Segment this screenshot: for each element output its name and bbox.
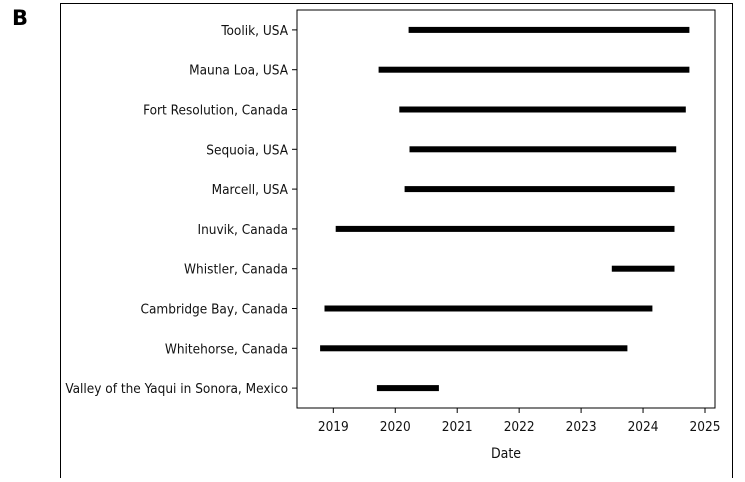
bar-8	[320, 345, 628, 352]
x-tick-label: 2023	[566, 419, 597, 435]
y-tick-label: Marcell, USA	[212, 182, 289, 198]
y-tick-label: Whistler, Canada	[184, 262, 288, 278]
y-tick-label: Valley of the Yaqui in Sonora, Mexico	[65, 381, 288, 397]
x-tick-label: 2025	[690, 419, 721, 435]
x-tick-label: 2021	[442, 419, 473, 435]
y-tick-label: Whitehorse, Canada	[165, 341, 288, 357]
x-axis-title: Date	[491, 446, 521, 462]
x-tick-label: 2020	[380, 419, 411, 435]
bar-9	[376, 385, 439, 392]
panel-letter: B	[12, 6, 29, 30]
plot-area	[296, 9, 716, 409]
bars-group	[320, 26, 690, 392]
x-ticks: 2019 2020 2021 2022 2023 2024 2025	[318, 408, 721, 435]
y-tick-label: Cambridge Bay, Canada	[141, 302, 289, 318]
bar-6	[611, 265, 675, 272]
y-tick-label: Mauna Loa, USA	[189, 63, 289, 79]
bar-0	[408, 26, 690, 33]
bar-1	[378, 66, 690, 73]
x-tick-label: 2019	[318, 419, 349, 435]
bar-2	[399, 106, 686, 113]
bar-7	[324, 305, 653, 312]
bar-5	[335, 225, 675, 232]
y-tick-label: Fort Resolution, Canada	[143, 103, 288, 119]
y-tick-labels: Toolik, USA Mauna Loa, USA Fort Resolution…	[65, 23, 297, 397]
bar-4	[404, 186, 675, 193]
y-tick-label: Sequoia, USA	[206, 142, 288, 158]
bar-3	[409, 146, 677, 153]
y-tick-label: Toolik, USA	[220, 23, 288, 39]
x-tick-label: 2022	[504, 419, 535, 435]
y-tick-label: Inuvik, Canada	[197, 222, 288, 238]
figure-frame	[60, 3, 733, 478]
x-tick-label: 2024	[628, 419, 659, 435]
